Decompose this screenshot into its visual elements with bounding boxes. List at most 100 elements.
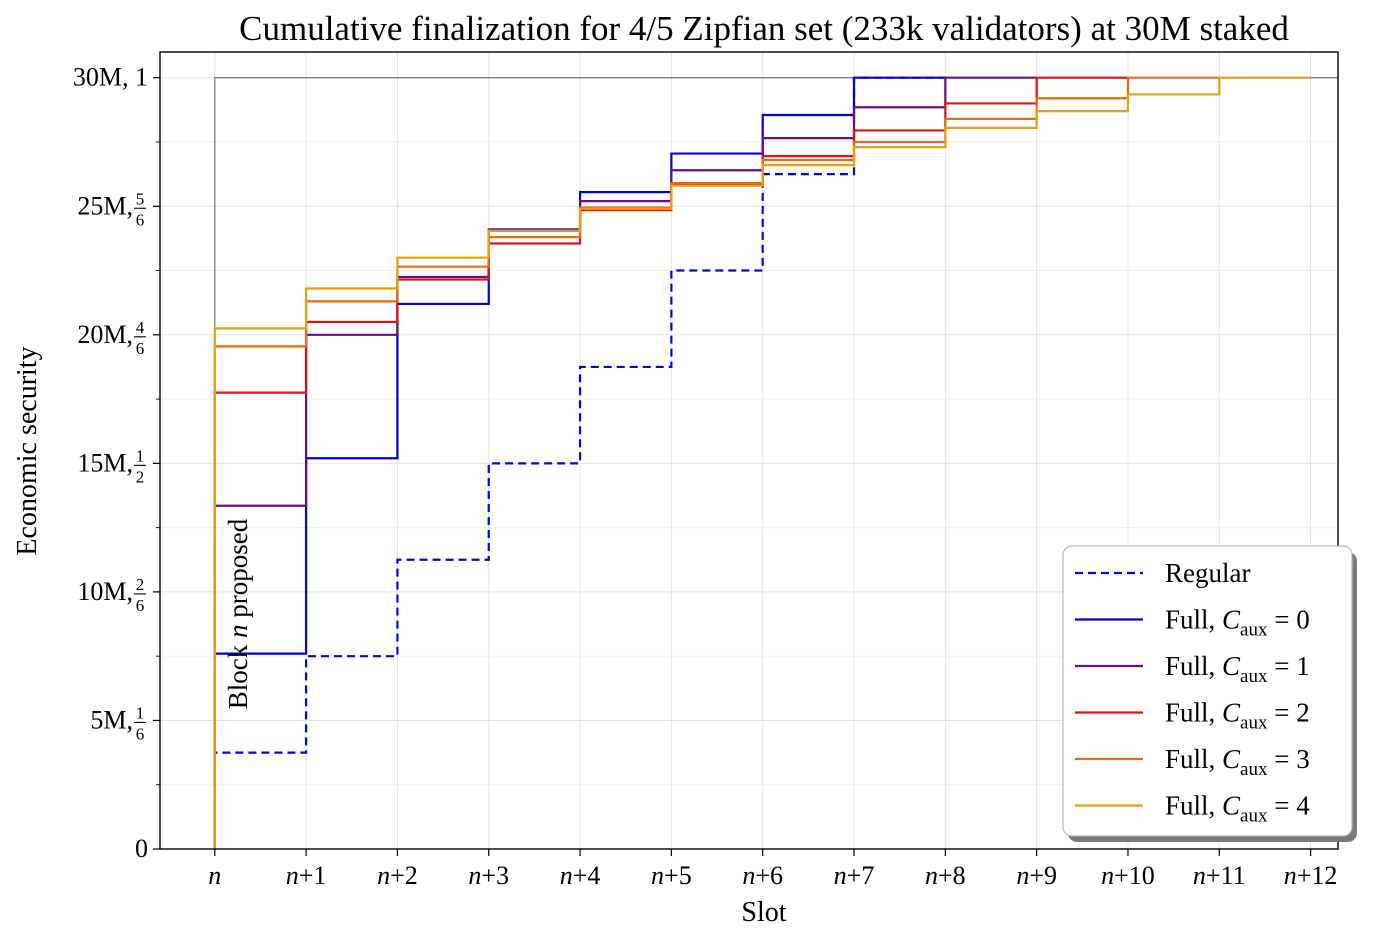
y-tick-frac-num: 5 [136,189,145,208]
annotation-block-proposed: Block n proposed [223,518,253,709]
x-tick-label-italic: n [1193,861,1206,890]
legend-label-value: 4 [1296,791,1310,821]
x-tick-label: n+4 [560,861,601,890]
x-tick-label-italic: n [208,861,221,890]
x-tick-label: n+9 [1016,861,1057,890]
series-line-5 [213,76,1311,849]
y-tick-frac-den: 6 [136,210,145,229]
x-tick-label-italic: n [286,861,299,890]
legend-label-main: Full, [1165,744,1222,774]
legend-label-eq: = [1267,605,1296,635]
x-tick-label-suffix: +3 [481,861,509,890]
legend-label-3: Full, Caux = 2 [1165,698,1310,734]
x-tick-label: n+12 [1284,861,1338,890]
legend-label-sub: aux [1240,666,1268,687]
legend-label-5: Full, Caux = 4 [1165,791,1310,827]
y-tick-frac-den: 6 [136,596,145,615]
x-tick-label-italic: n [377,861,390,890]
x-tick-label-italic: n [651,861,664,890]
y-tick-label: 10M, [77,577,133,606]
x-tick-label-italic: n [1016,861,1029,890]
y-tick-label: 20M, [77,320,133,349]
x-tick-label-italic: n [834,861,847,890]
legend-label-main: Full, [1165,651,1222,681]
legend-label-var: C [1222,791,1241,821]
x-tick-label: n+11 [1193,861,1246,890]
legend-label-value: 2 [1296,698,1310,728]
x-tick-label: n+10 [1101,861,1155,890]
legend-label-value: 1 [1296,651,1310,681]
legend-label-main: Full, [1165,605,1222,635]
x-tick-label-suffix: +1 [299,861,327,890]
series-line-3 [213,76,1128,849]
annotation-suffix: proposed [223,518,253,624]
chart-title: Cumulative finalization for 4/5 Zipfian … [239,9,1289,48]
legend-label-main: Full, [1165,698,1222,728]
legend-label-4: Full, Caux = 3 [1165,744,1310,780]
legend-label-value: 3 [1296,744,1310,774]
legend-label-main: Regular [1165,558,1250,588]
legend-label-eq: = [1267,791,1296,821]
x-tick-label-suffix: +7 [847,861,875,890]
y-tick-label: 25M, [77,191,133,220]
legend-label-var: C [1222,744,1241,774]
annotation-italic: n [223,624,253,638]
legend-label-sub: aux [1240,620,1268,641]
y-tick-frac-den: 2 [136,467,145,486]
legend-label-eq: = [1267,651,1296,681]
x-tick-label-italic: n [468,861,481,890]
legend-label-sub: aux [1240,806,1268,827]
legend-label-var: C [1222,651,1241,681]
legend-label-var: C [1222,605,1241,635]
y-tick-label: 30M, 1 [73,63,148,92]
x-tick-label: n+3 [468,861,509,890]
x-tick-label-suffix: +4 [573,861,601,890]
x-tick-label: n+7 [834,861,875,890]
y-axis-label: Economic security [12,346,43,555]
x-axis-label: Slot [741,897,786,928]
y-tick-frac-num: 1 [136,703,145,722]
x-tick-label-italic: n [560,861,573,890]
x-tick-label: n [208,861,221,890]
y-tick-labels: 0 5M, 10M, 15M, 20M, 25M, 30M, 1 1 6 2 6 1 2 4 6 5… [73,63,148,863]
x-tick-label-italic: n [1284,861,1297,890]
x-tick-label-suffix: +5 [664,861,692,890]
legend-label-sub: aux [1240,759,1268,780]
y-tick-label: 0 [135,834,148,863]
x-tick-label-suffix: +2 [390,861,418,890]
x-tick-label-italic: n [925,861,938,890]
x-tick-label-italic: n [742,861,755,890]
series-line-0 [213,76,946,849]
x-tick-label: n+6 [742,861,783,890]
x-tick-label-suffix: +9 [1029,861,1057,890]
y-tick-label: 5M, [90,705,133,734]
legend-label-value: 0 [1296,605,1310,635]
x-tick-label: n+8 [925,861,966,890]
x-tick-label-suffix: +12 [1297,861,1338,890]
x-tick-label-suffix: +8 [938,861,966,890]
legend-label-eq: = [1267,698,1296,728]
legend-label-main: Full, [1165,791,1222,821]
x-tick-label-suffix: +6 [755,861,783,890]
y-tick-frac-num: 2 [136,575,145,594]
x-tick-label-suffix: +10 [1114,861,1155,890]
y-tick-frac-den: 6 [136,339,145,358]
y-tick-label: 15M, [77,448,133,477]
legend-label-var: C [1222,698,1241,728]
series-lines [213,76,1311,849]
x-tick-label: n+2 [377,861,418,890]
x-tick-label-italic: n [1101,861,1114,890]
plot-frame [159,51,1339,850]
legend-label-1: Full, Caux = 0 [1165,605,1310,641]
legend-label-eq: = [1267,744,1296,774]
x-tick-labels: n n+1 n+2 n+3 n+4 n+5 n+6 n+7 n+8 n+9 n+10 n+11 n+12 [208,861,1337,890]
x-tick-label: n+5 [651,861,692,890]
y-tick-frac-num: 4 [136,318,145,337]
x-tick-label: n+1 [286,861,327,890]
y-tick-frac-num: 1 [136,446,145,465]
ticks [153,77,1312,856]
legend-label-2: Full, Caux = 1 [1165,651,1310,687]
